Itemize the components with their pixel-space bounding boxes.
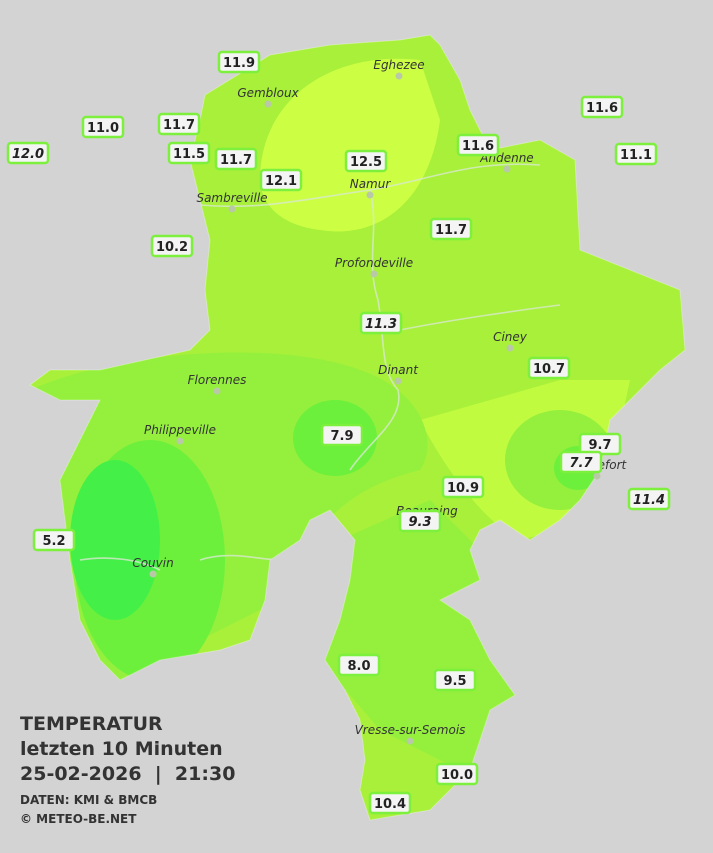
city-dot	[394, 377, 402, 385]
city-label: Ciney	[493, 330, 528, 344]
station-value: 11.6	[462, 139, 494, 154]
river	[79, 163, 561, 571]
station-value: 9.7	[588, 438, 611, 453]
city-dot	[264, 100, 272, 108]
station-layer: 11.9 11.0 11.7 12.0 11.5 11.7 12.1 12.5 11.6 11.6…	[6, 50, 671, 815]
station-value: 9.5	[443, 674, 466, 689]
station-value: 11.0	[87, 121, 119, 136]
city-layer: EghezeeGemblouxAndenneNamurSambrevillePr…	[132, 58, 628, 745]
station-box	[359, 311, 403, 335]
station-value: 10.9	[447, 481, 479, 496]
station-box	[580, 95, 624, 119]
station-box	[337, 653, 381, 677]
station-value: 12.0	[12, 147, 44, 162]
city-label: Dinant	[378, 363, 419, 377]
station-box	[150, 234, 194, 258]
station-value: 8.0	[347, 659, 370, 674]
city-label: Philippeville	[144, 423, 216, 437]
city-dot	[506, 344, 514, 352]
zone-warm	[260, 58, 440, 232]
station-box	[627, 487, 671, 511]
city-label: Namur	[350, 177, 392, 191]
station-box	[368, 791, 412, 815]
copyright: © METEO-BE.NET	[20, 812, 137, 826]
station-value: 10.4	[374, 797, 406, 812]
station-box	[441, 475, 485, 499]
station-value: 5.2	[42, 534, 65, 549]
station-value: 11.9	[223, 56, 255, 71]
city-dot	[395, 72, 403, 80]
station-value: 11.1	[620, 148, 652, 163]
station-box	[214, 147, 258, 171]
station-box	[614, 142, 658, 166]
city-label: Eghezee	[373, 58, 424, 72]
city-dot	[149, 570, 157, 578]
city-dot	[503, 165, 511, 173]
station-value: 11.5	[173, 147, 205, 162]
city-dot	[370, 270, 378, 278]
station-value: 11.3	[365, 317, 397, 332]
city-label: Vresse-sur-Semois	[355, 723, 466, 737]
zone	[320, 500, 520, 780]
station-box	[259, 168, 303, 192]
station-value: 11.7	[163, 118, 195, 133]
station-box	[157, 112, 201, 136]
station-value: 11.6	[586, 101, 618, 116]
city-label: Sambreville	[196, 191, 267, 205]
station-box	[217, 50, 261, 74]
city-dot	[366, 191, 374, 199]
city-label: Profondeville	[335, 256, 413, 270]
city-dot	[213, 387, 221, 395]
subtitle: letzten 10 Minuten	[20, 738, 223, 760]
station-value: 10.2	[156, 240, 188, 255]
station-box	[435, 762, 479, 786]
station-value: 11.7	[220, 153, 252, 168]
station-value: 12.1	[265, 174, 297, 189]
title: TEMPERATUR	[20, 713, 163, 735]
station-box	[6, 141, 50, 165]
city-label: Couvin	[132, 556, 173, 570]
station-box	[559, 450, 603, 474]
station-value: 10.7	[533, 362, 565, 377]
city-label: Florennes	[188, 373, 247, 387]
zone-cold	[70, 460, 160, 620]
station-box	[398, 509, 442, 533]
city-label: Gembloux	[237, 86, 299, 100]
city-dot	[176, 437, 184, 445]
station-box	[433, 668, 477, 692]
station-box	[344, 149, 388, 173]
station-value: 12.5	[350, 155, 382, 170]
source: DATEN: KMI & BMCB	[20, 793, 157, 807]
city-dot	[593, 472, 601, 480]
station-value: 11.4	[633, 493, 665, 508]
station-value: 11.7	[435, 223, 467, 238]
station-value: 10.0	[441, 768, 473, 783]
station-value: 9.3	[408, 515, 431, 530]
station-box	[32, 528, 76, 552]
timestamp: 25-02-2026 | 21:30	[20, 763, 235, 785]
station-box	[81, 115, 125, 139]
city-dot	[406, 737, 414, 745]
station-box	[167, 141, 211, 165]
station-value: 7.7	[569, 456, 593, 471]
station-value: 7.9	[330, 429, 353, 444]
city-dot	[228, 205, 236, 213]
station-box	[320, 423, 364, 447]
station-box	[527, 356, 571, 380]
station-box	[456, 133, 500, 157]
station-box	[429, 217, 473, 241]
